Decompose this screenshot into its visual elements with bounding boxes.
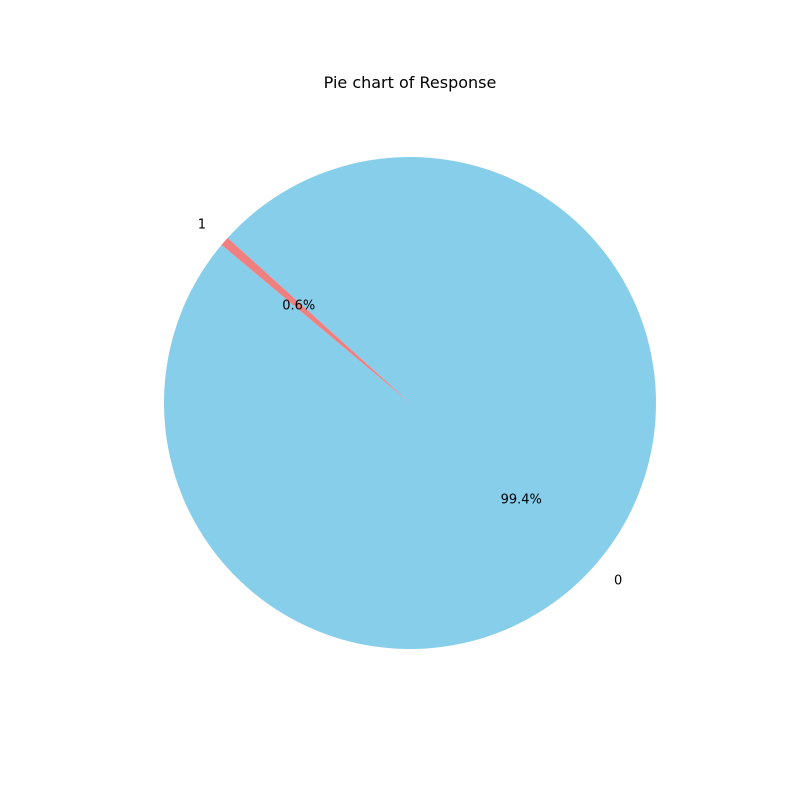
percent-label-0: 99.4% [501,492,542,507]
pie-slice-0 [163,157,656,650]
chart-title: Pie chart of Response [324,73,497,92]
slice-label-1: 1 [198,218,206,233]
percent-label-1: 0.6% [282,299,315,314]
pie-slices [163,157,656,650]
slice-label-0: 0 [614,573,622,588]
pie-labels: 0 99.4% 1 0.6% [198,218,623,589]
pie-slice-1 [221,237,410,403]
